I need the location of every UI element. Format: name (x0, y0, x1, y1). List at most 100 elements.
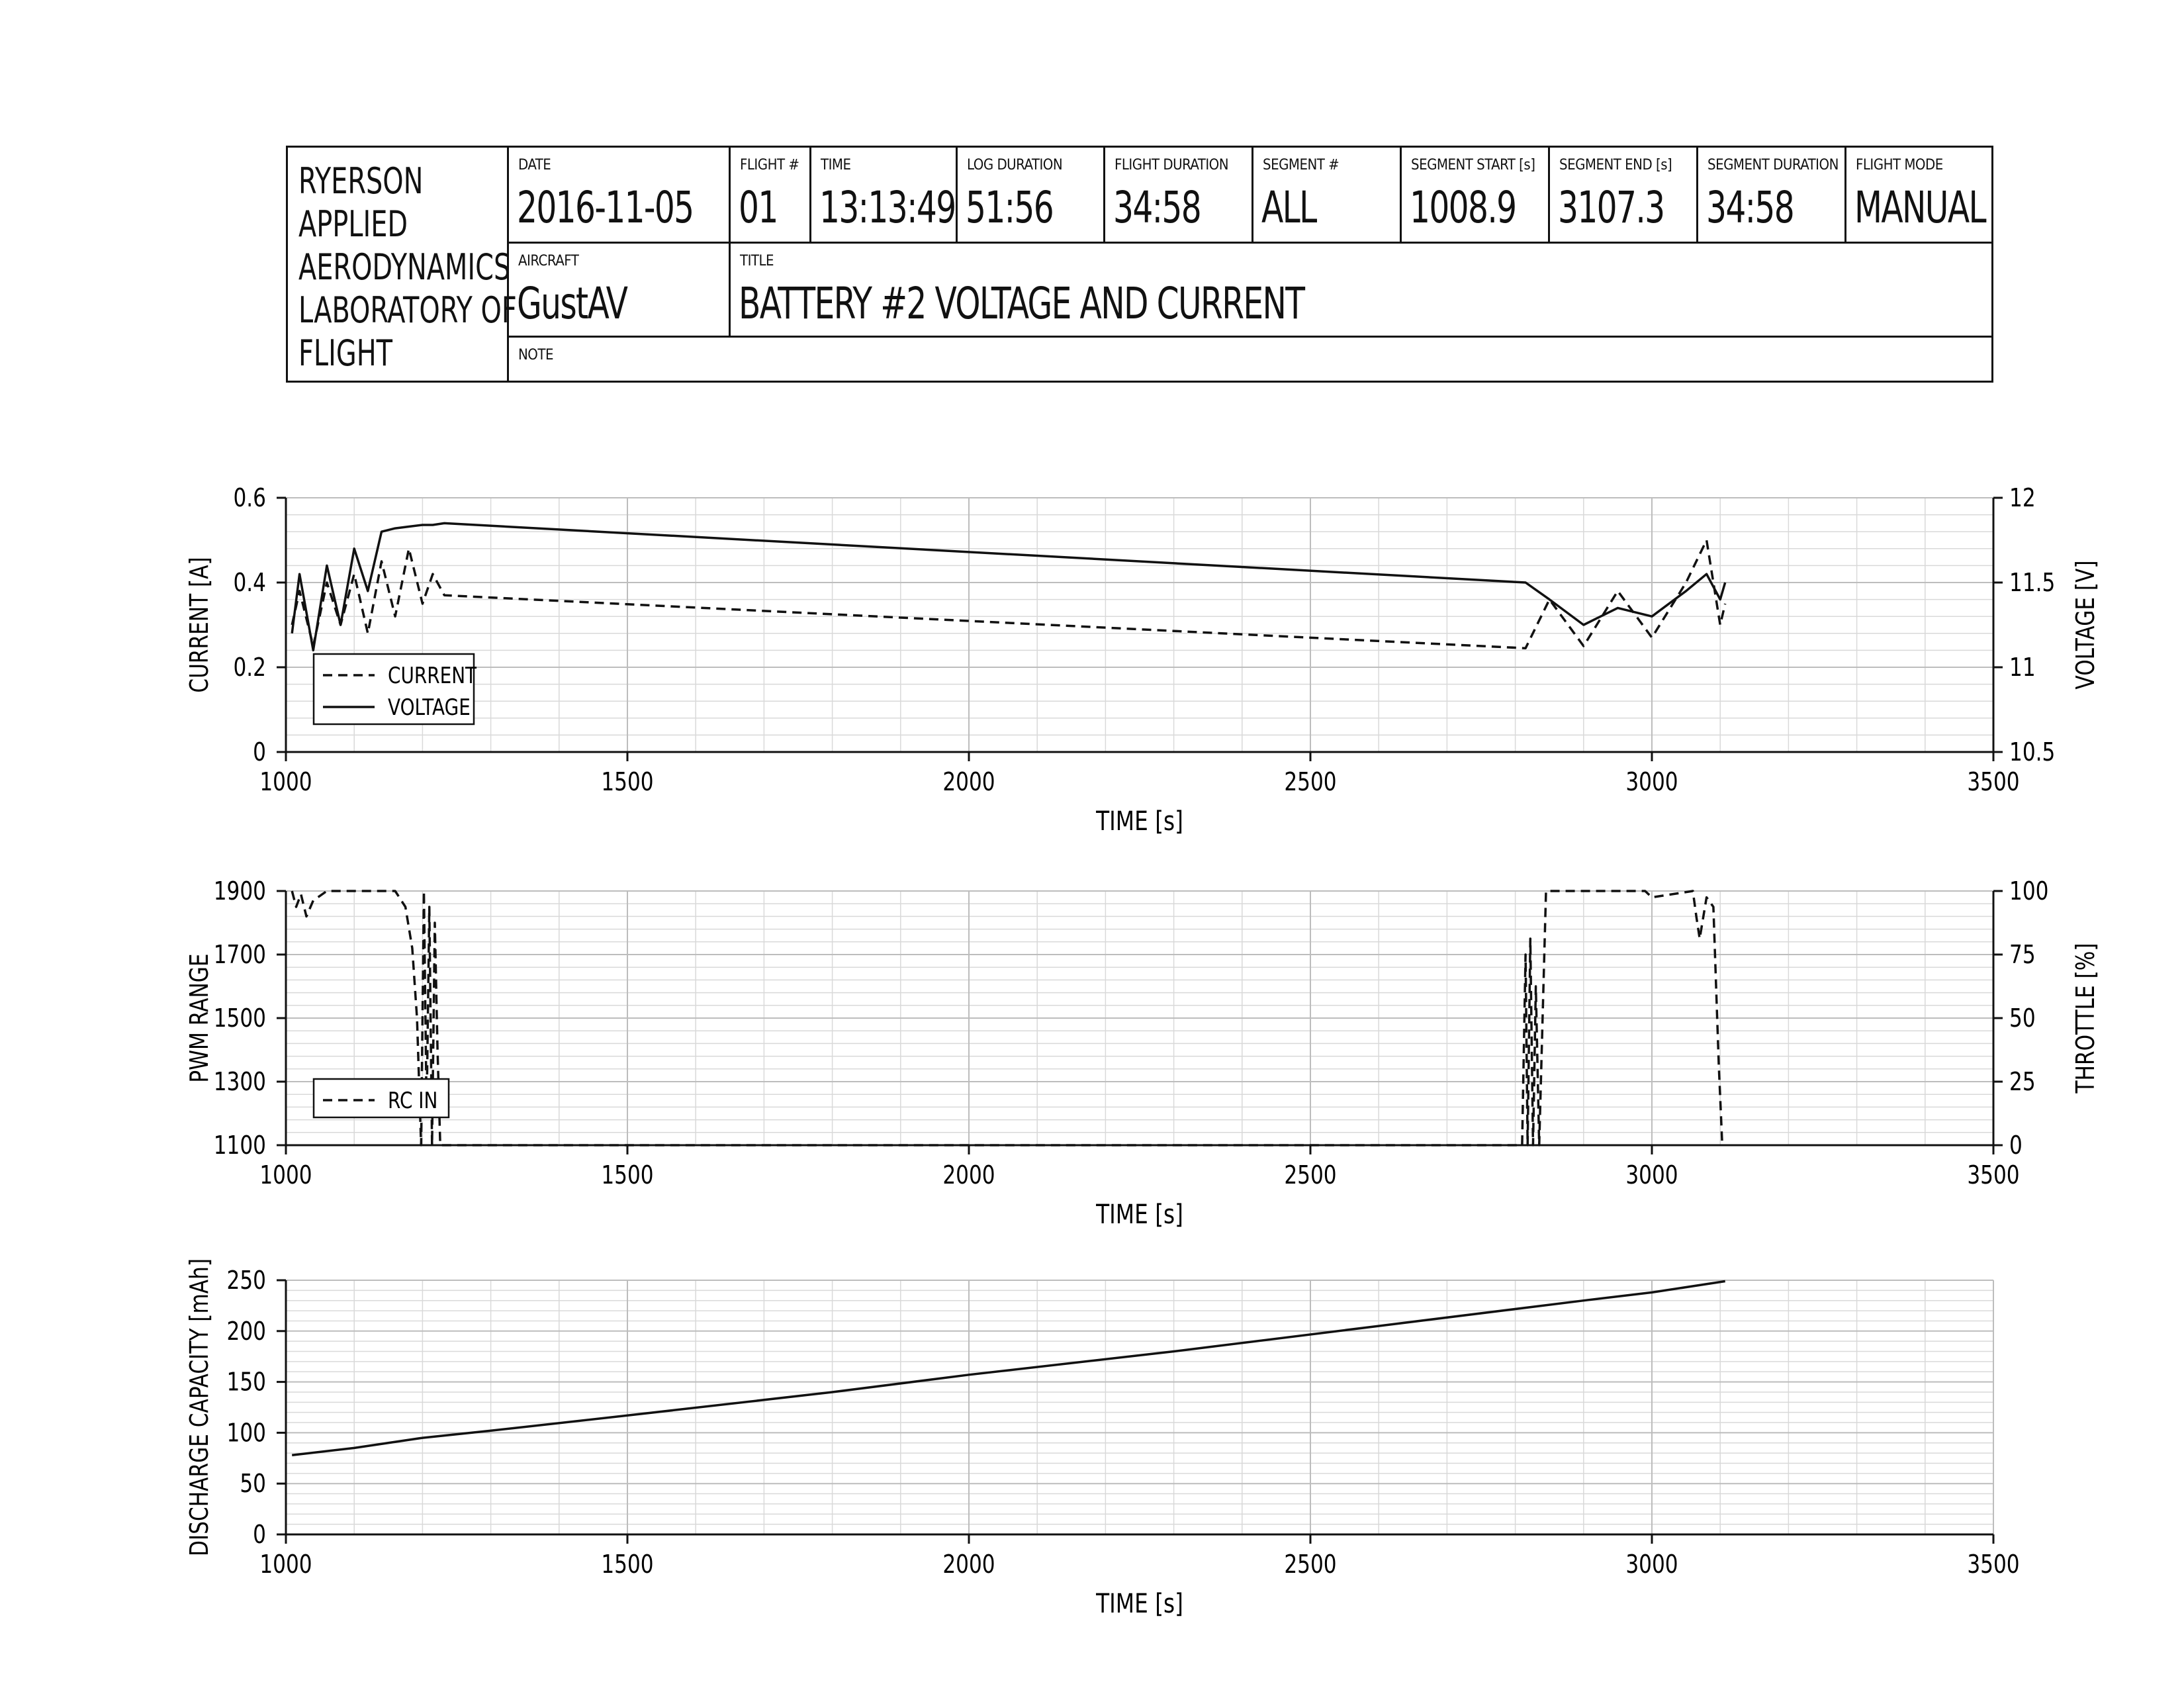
divider (1251, 148, 1253, 244)
field-label: FLIGHT # (740, 157, 799, 173)
lab-line: RYERSON (298, 160, 424, 202)
log-duration-field: LOG DURATION 51:56 (958, 148, 1103, 242)
y-tick-label: 200 (227, 1317, 266, 1346)
legend-box (312, 653, 475, 726)
series-line-voltage (291, 522, 1727, 652)
field-value: 34:58 (1113, 182, 1202, 233)
aircraft-value: GustAV (517, 278, 628, 329)
x-tick-label: 3000 (1625, 1550, 1678, 1579)
field-label: SEGMENT START [s] (1411, 157, 1535, 173)
y-tick-label: 150 (227, 1368, 266, 1397)
field-label: DATE (518, 157, 551, 173)
field-label: SEGMENT DURATION (1707, 157, 1839, 173)
chart-panel-1: 1000 1500 2000 2500 3000 3500 0 0.2 0.4 0.6 10.5 11… (185, 484, 2101, 837)
y-tick-label: 0.6 (233, 484, 266, 513)
y2-tick-label: 10.5 (2009, 738, 2055, 767)
y-tick-label: 1700 (214, 941, 266, 970)
field-label: TIME (821, 157, 851, 173)
divider (729, 148, 731, 338)
divider (1844, 148, 1846, 244)
y-tick-label: 1300 (214, 1068, 266, 1097)
title-block: RYERSON APPLIED AERODYNAMICS LABORATORY … (286, 146, 1993, 383)
y-tick-label: 0 (253, 738, 266, 767)
field-label: SEGMENT # (1263, 157, 1340, 173)
x-tick-label: 1000 (259, 768, 312, 797)
divider (1696, 148, 1698, 244)
y2-axis-label: THROTTLE [%] (2071, 943, 2101, 1094)
segment-start-field: SEGMENT START [s] 1008.9 (1402, 148, 1548, 242)
y2-tick-label: 11.5 (2009, 569, 2055, 598)
series-line-current (291, 539, 1727, 649)
field-label: LOG DURATION (967, 157, 1063, 173)
x-tick-label: 1000 (259, 1161, 312, 1190)
x-axis-label: TIME [s] (1095, 1199, 1183, 1230)
x-tick-label: 3500 (1967, 1161, 2019, 1190)
field-label: AIRCRAFT (518, 253, 579, 269)
x-tick-label: 3000 (1625, 768, 1678, 797)
y-axis-label: PWM RANGE (185, 953, 214, 1082)
x-tick-label: 3500 (1967, 1550, 2019, 1579)
x-tick-label: 2500 (1284, 1550, 1336, 1579)
divider (1103, 148, 1105, 244)
x-tick-label: 2000 (942, 1550, 995, 1579)
divider (507, 148, 509, 381)
y-tick-label: 1900 (214, 877, 266, 906)
field-value: MANUAL (1854, 182, 1987, 233)
y-tick-label: 100 (227, 1419, 266, 1448)
field-value: 13:13:49 (819, 182, 956, 233)
field-value: 34:58 (1706, 182, 1795, 233)
field-value: 1008.9 (1410, 182, 1517, 233)
lab-line: APPLIED (298, 203, 408, 245)
x-axis-label: TIME [s] (1095, 806, 1183, 837)
x-tick-label: 1000 (259, 1550, 312, 1579)
y2-tick-label: 50 (2009, 1004, 2036, 1033)
x-axis-label: TIME [s] (1095, 1588, 1183, 1619)
field-value: 3107.3 (1558, 182, 1665, 233)
divider (507, 242, 1991, 244)
x-tick-label: 3500 (1967, 768, 2019, 797)
title-value: BATTERY #2 VOLTAGE AND CURRENT (739, 278, 1305, 329)
legend-label: CURRENT (388, 663, 477, 688)
x-tick-label: 1500 (601, 1550, 653, 1579)
y-tick-label: 1100 (214, 1131, 266, 1160)
field-label: TITLE (740, 253, 774, 269)
series-line-capacity (292, 1280, 1725, 1456)
grid (285, 497, 1994, 753)
legend-label: RC IN (388, 1088, 437, 1113)
x-tick-label: 2000 (942, 1161, 995, 1190)
x-tick-label: 2500 (1284, 768, 1336, 797)
date-field: DATE 2016-11-05 (509, 148, 729, 242)
y2-tick-label: 25 (2009, 1068, 2036, 1097)
lab-line: FLIGHT (298, 332, 393, 374)
field-label: SEGMENT END [s] (1559, 157, 1672, 173)
y-tick-label: 250 (227, 1266, 266, 1295)
flight-number-field: FLIGHT # 01 (731, 148, 809, 242)
chart-panel-3: 1000 1500 2000 2500 3000 3500 0 50 100 150 200 250 T… (185, 1258, 2020, 1619)
aircraft-field: AIRCRAFT GustAV (509, 244, 729, 336)
field-value: ALL (1261, 182, 1317, 233)
divider (956, 148, 958, 244)
grid (285, 890, 1994, 1146)
legend-box (312, 1078, 450, 1119)
x-tick-label: 1500 (601, 1161, 653, 1190)
y-tick-label: 1500 (214, 1004, 266, 1033)
flight-mode-field: FLIGHT MODE MANUAL (1846, 148, 1991, 242)
field-value: 01 (739, 182, 778, 233)
field-value: 51:56 (966, 182, 1054, 233)
y2-tick-label: 100 (2009, 877, 2048, 906)
field-label: FLIGHT MODE (1856, 157, 1943, 173)
y-tick-label: 50 (240, 1470, 266, 1499)
divider (1548, 148, 1550, 244)
legend: CURRENT VOLTAGE (312, 653, 477, 726)
divider (809, 148, 811, 244)
field-value: 2016-11-05 (517, 182, 694, 233)
field-label: NOTE (518, 347, 553, 363)
field-label: FLIGHT DURATION (1115, 157, 1229, 173)
y2-tick-label: 12 (2009, 484, 2036, 513)
y2-tick-label: 0 (2009, 1131, 2023, 1160)
y2-tick-label: 75 (2009, 941, 2036, 970)
y-tick-label: 0.4 (233, 569, 266, 598)
title-field: TITLE BATTERY #2 VOLTAGE AND CURRENT (731, 244, 1991, 336)
y2-axis-label: VOLTAGE [V] (2071, 560, 2101, 689)
y2-tick-label: 11 (2009, 653, 2036, 682)
